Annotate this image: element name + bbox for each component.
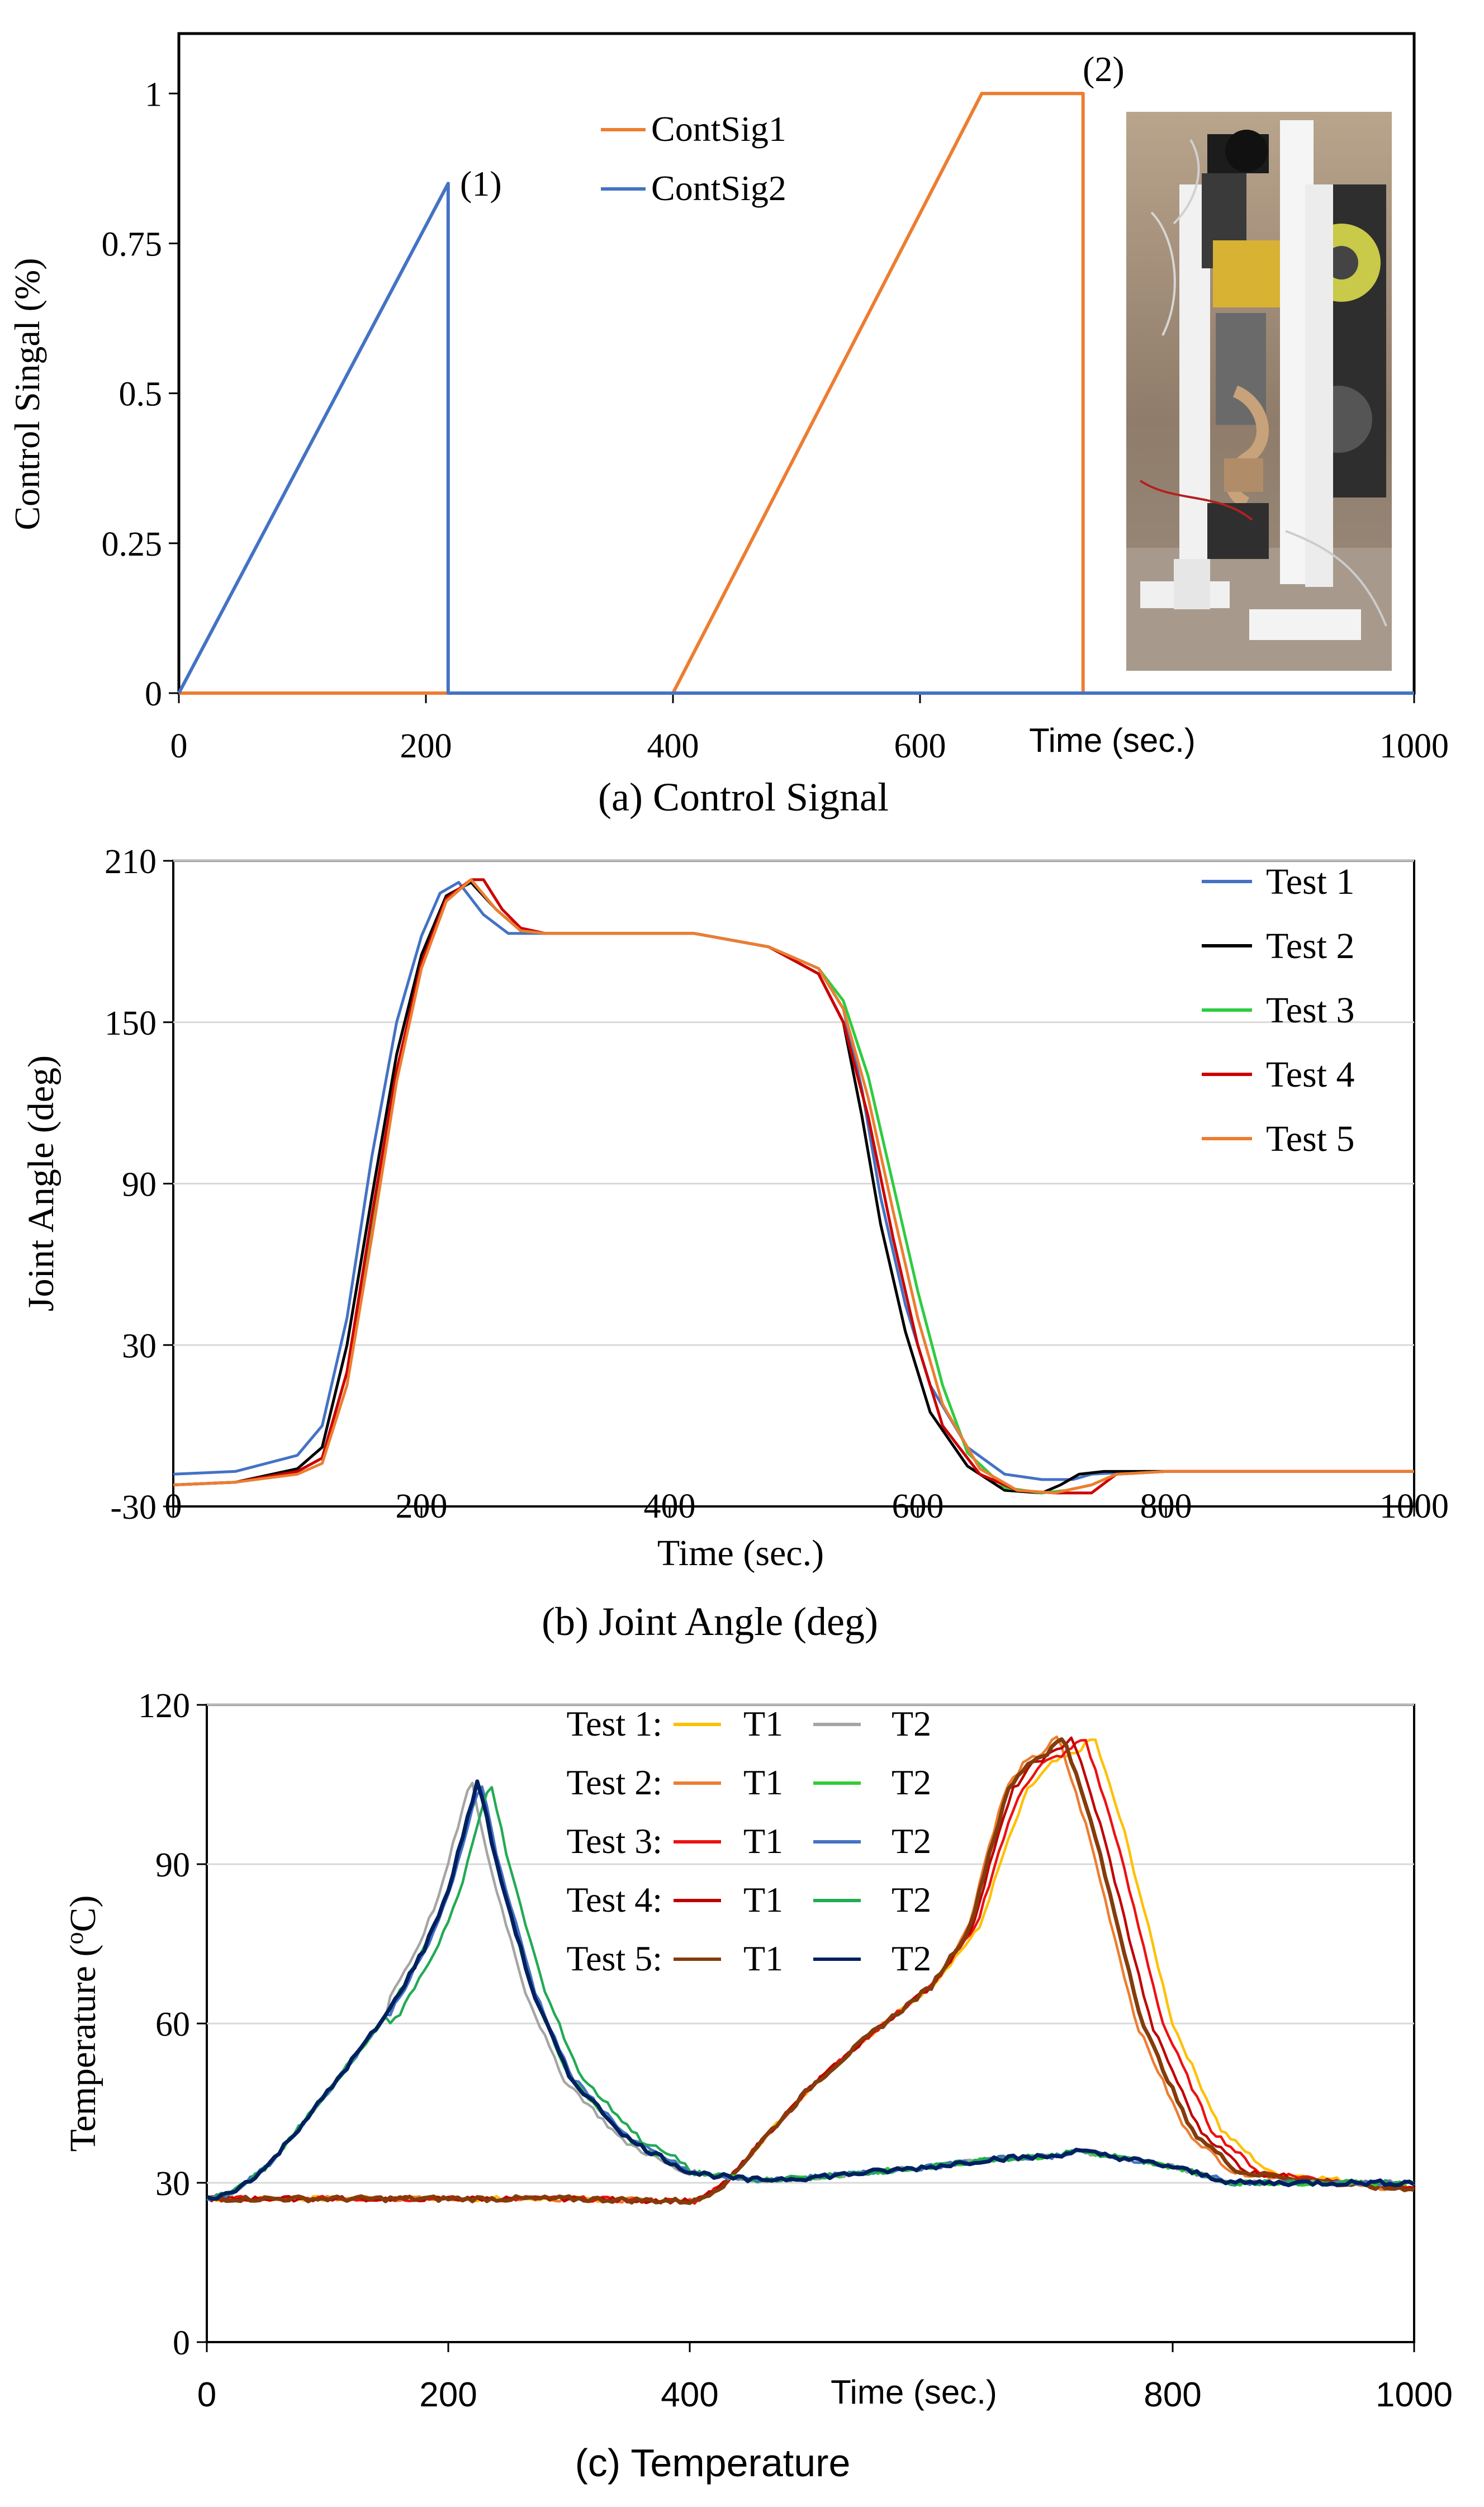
robot-joint-test-rig-photo	[1126, 112, 1392, 671]
y-tick-label: 0.25	[102, 525, 163, 563]
panel-a-series	[177, 92, 1414, 695]
panel-b-joint-angle: 0 200 400 600 800 1000 -30 30 90 150 210 Joint An…	[21, 843, 1449, 1644]
panel-c-x-tick-labels: 0 200 400 800 1000	[197, 2376, 1453, 2414]
legend-test-label: Test 2:	[567, 1762, 663, 1802]
legend-label-test-5: Test 5	[1266, 1119, 1355, 1159]
legend-label-t2: T2	[892, 1762, 931, 1802]
y-tick-label: 60	[155, 2006, 190, 2044]
x-tick-label: 200	[396, 1487, 448, 1525]
panel-a-annotation-2: (2)	[1083, 49, 1125, 89]
panel-a-annotation-1: (1)	[460, 164, 502, 203]
y-tick-label: 90	[155, 1846, 190, 1884]
y-tick-label: 0.75	[102, 225, 163, 263]
panel-b-y-tick-labels: -30 30 90 150 210	[105, 843, 157, 1527]
legend-label-t1: T1	[743, 1880, 783, 1920]
y-tick-label: -30	[110, 1489, 157, 1527]
series-line-test-3-t2	[206, 1785, 1415, 2202]
x-tick-label: 1000	[1379, 1487, 1449, 1525]
panel-a-y-axis-label: Control Singal (%)	[7, 258, 47, 530]
legend-label-contsig1: ContSig1	[651, 109, 786, 149]
legend-label-t1: T1	[743, 1704, 783, 1743]
x-tick-label: 200	[400, 727, 452, 765]
y-tick-label: 120	[138, 1687, 190, 1725]
y-tick-label: 1	[145, 75, 162, 113]
panel-b-y-axis-label: Joint Angle (deg)	[21, 1055, 61, 1311]
panel-a-x-tick-labels: 0 200 400 600 1000	[170, 727, 1449, 765]
x-tick-label: 400	[661, 2376, 718, 2414]
legend-label-t2: T2	[892, 1821, 931, 1861]
panel-c-caption: (c) Temperature	[575, 2441, 851, 2485]
legend-test-label: Test 5:	[567, 1939, 663, 1978]
panel-c-y-axis-label: Temperature (oC)	[61, 1895, 103, 2152]
x-tick-label: 0	[170, 727, 188, 765]
x-tick-label: 400	[647, 727, 699, 765]
x-tick-label: 800	[1140, 1487, 1192, 1525]
panel-c-y-tick-labels: 0 30 60 90 120	[138, 1687, 190, 2362]
panel-b-gridlines	[163, 860, 1415, 1516]
panel-a-x-axis-label: Time (sec.)	[1029, 722, 1196, 759]
panel-b-x-axis-label: Time (sec.)	[657, 1533, 824, 1574]
panel-a-legend: ContSig1 ContSig2	[601, 109, 786, 208]
legend-label-t2: T2	[892, 1704, 931, 1743]
legend-label-test-4: Test 4	[1266, 1054, 1355, 1095]
panel-c-series	[206, 1735, 1415, 2205]
x-tick-label: 1000	[1376, 2376, 1453, 2414]
x-tick-label: 600	[894, 727, 946, 765]
series-line-test-5	[173, 878, 1414, 1495]
x-tick-label: 0	[197, 2376, 216, 2414]
panel-a-control-signal: 0 200 400 600 1000 0 0.25 0.5 0.75 1 Control Sin…	[7, 32, 1449, 819]
panel-c-gridlines	[197, 1704, 1415, 2352]
legend-label-t1: T1	[743, 1762, 783, 1802]
legend-test-label: Test 1:	[567, 1704, 663, 1743]
x-tick-label: 600	[892, 1487, 944, 1525]
legend-label-t1: T1	[743, 1939, 783, 1978]
legend-label-test-1: Test 1	[1266, 861, 1355, 902]
x-tick-label: 200	[419, 2376, 477, 2414]
legend-label-t1: T1	[743, 1821, 783, 1861]
y-tick-label: 30	[155, 2165, 190, 2203]
legend-label-test-3: Test 3	[1266, 990, 1355, 1031]
panel-b-caption: (b) Joint Angle (deg)	[542, 1599, 878, 1644]
panel-b-series	[173, 878, 1414, 1495]
legend-test-label: Test 4:	[567, 1880, 663, 1920]
y-tick-label: 30	[122, 1327, 157, 1365]
y-tick-label: 210	[105, 843, 157, 881]
y-tick-label: 0.5	[119, 376, 163, 414]
series-line-test-5-t1	[206, 1737, 1415, 2205]
legend-label-t2: T2	[892, 1880, 931, 1920]
x-tick-label: 800	[1144, 2376, 1201, 2414]
panel-a-caption: (a) Control Signal	[598, 775, 889, 819]
legend-label-test-2: Test 2	[1266, 926, 1355, 966]
y-tick-label: 90	[122, 1166, 157, 1204]
series-line-contsig2	[177, 182, 1414, 695]
panel-c-legend: Test 1: T1 T2 Test 2: T1 T2 Test 3: T1 T2 Test 4:…	[567, 1704, 932, 1978]
x-tick-label: 0	[165, 1487, 182, 1525]
legend-test-label: Test 3:	[567, 1821, 663, 1861]
panel-c-x-axis-label: Time (sec.)	[831, 2373, 997, 2411]
x-tick-label: 400	[644, 1487, 696, 1525]
x-tick-label: 1000	[1379, 727, 1449, 765]
panel-b-x-tick-labels: 0 200 400 600 800 1000	[165, 1487, 1449, 1525]
panel-a-y-tick-labels: 0 0.25 0.5 0.75 1	[102, 75, 163, 713]
panel-c-temperature: 0 200 400 800 1000 0 30 60 90 120 Temperature (o…	[61, 1687, 1453, 2485]
y-tick-label: 150	[105, 1004, 157, 1042]
panel-b-legend: Test 1 Test 2 Test 3 Test 4 Test 5	[1202, 861, 1355, 1159]
y-tick-label: 0	[145, 675, 162, 713]
legend-label-contsig2: ContSig2	[651, 168, 786, 208]
series-line-test-5-t2	[206, 1779, 1415, 2201]
legend-label-t2: T2	[892, 1939, 931, 1978]
y-tick-label: 0	[173, 2324, 190, 2362]
